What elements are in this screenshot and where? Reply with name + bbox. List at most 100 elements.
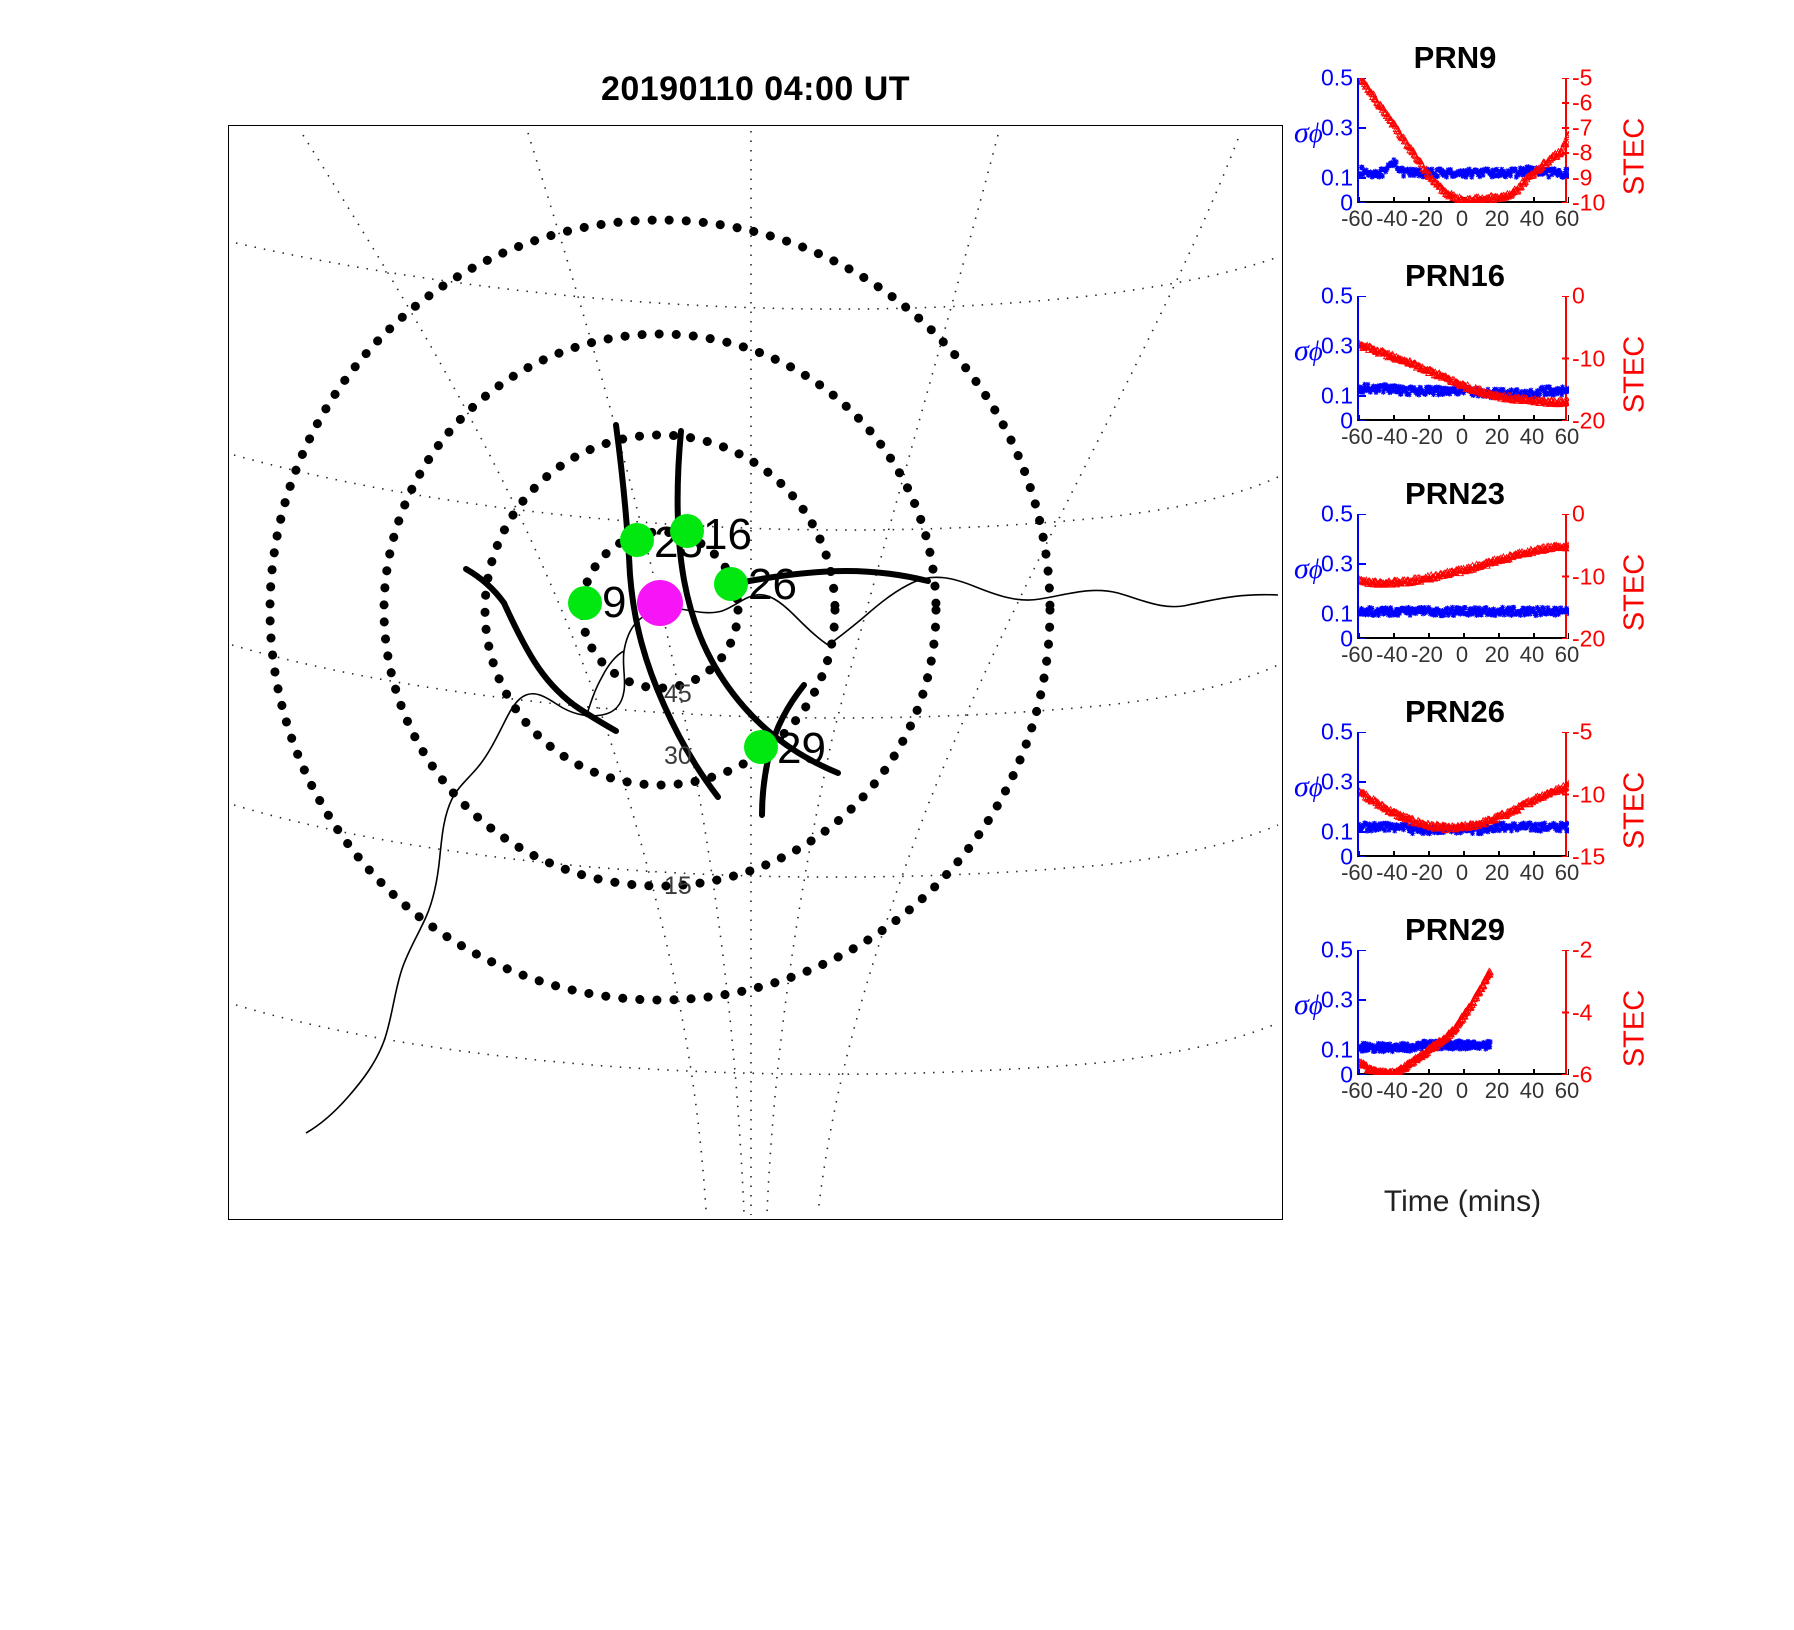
time-tick-labels: -60 -40 -20 0 20 40 60 [1341,206,1579,234]
y-tick-label: 0.5 [1321,500,1353,527]
y-tick-label: 0.1 [1321,1036,1353,1063]
y-tick-label: 0 [1340,843,1353,870]
sky-plot-panel: 45 30 15 9 23 16 26 29 [228,125,1283,1220]
x-tick-label: 40 [1519,1078,1545,1103]
y-tick-label: 0.3 [1321,550,1353,577]
sigma-phi-tick-labels: 0 0.1 0.3 0.5 [1290,937,1353,1088]
series-stec [1359,78,1569,203]
sigma-phi-axis-label: σϕ [1294,552,1323,585]
receiver-station-marker[interactable] [637,580,683,626]
y-tick-label: 0.5 [1321,64,1353,91]
y-tick-label: 0 [1340,189,1353,216]
y2-tick-label: -5 [1572,718,1593,745]
prn-plot-area[interactable] [1357,950,1569,1075]
y2-tick-label: -10 [1572,345,1606,371]
series-stec [1359,779,1569,834]
prn-panel-title: PRN26 [1405,694,1505,729]
y-tick-label: 0.3 [1321,986,1353,1013]
prn-panel-title: PRN23 [1405,476,1505,511]
elevation-ring-60 [577,527,743,693]
x-tick-label: -60 [1341,1078,1373,1103]
figure-title: 20190110 04:00 UT [600,70,911,108]
y-tick-label: 0.5 [1321,282,1353,309]
prn-series-graphics [1359,78,1569,203]
sky-plot-axes-border [228,125,1283,1220]
y2-tick-label: -5 [1572,64,1593,91]
x-tick-label: 20 [1484,860,1510,885]
y-tick-label: 0.1 [1321,818,1353,845]
series-stec [1359,339,1569,408]
y-tick-label: 0 [1340,625,1353,652]
x-tick-label: -40 [1376,424,1408,449]
prn-plot-area[interactable] [1357,732,1569,857]
satellite-marker-29[interactable] [744,730,778,764]
x-tick-label: -60 [1341,860,1373,885]
x-tick-label: 60 [1554,860,1580,885]
series-sigma_phi [1359,604,1569,619]
y2-tick-label: -20 [1572,407,1606,434]
x-tick-label: 60 [1554,206,1580,231]
sigma-phi-axis-label: σϕ [1294,116,1323,149]
series-stec [1359,540,1569,588]
sigma-phi-axis-label: σϕ [1294,770,1323,803]
satellite-marker-23[interactable] [620,523,654,557]
prn-plot-area[interactable] [1357,78,1569,203]
elevation-ring-30 [379,329,941,891]
prn-plot-area[interactable] [1357,514,1569,639]
satellite-label-16: 16 [703,510,752,559]
y2-tick-label: -7 [1572,114,1593,141]
prn-panel-title: PRN16 [1405,258,1505,293]
x-tick-label: 0 [1455,860,1469,885]
time-tick-labels: -60 -40 -20 0 20 40 60 [1341,642,1579,670]
satellite-marker-26[interactable] [714,567,748,601]
prn-series-graphics [1359,296,1569,421]
y-tick-label: 0.1 [1321,382,1353,409]
y2-tick-label: -10 [1572,563,1606,589]
x-tick-label: 0 [1455,1078,1469,1103]
satellite-marker-16[interactable] [670,514,704,548]
elevation-label-15: 15 [664,872,692,900]
y2-tick-label: 0 [1572,500,1585,527]
x-tick-label: 20 [1484,206,1510,231]
sky-plot-graphics [231,131,1279,1215]
x-tick-label: 20 [1484,1078,1510,1103]
prn-panel-prn16: PRN16 σϕ STEC 0 0.1 0.3 0.5 0 -10 -20 -60 -40 -20 0 20… [1290,258,1790,454]
satellite-label-9: 9 [602,578,627,627]
prn-series-graphics [1359,514,1569,639]
satellite-label-29: 29 [777,724,826,773]
time-tick-labels: -60 -40 -20 0 20 40 60 [1341,1078,1579,1106]
sigma-phi-axis-label: σϕ [1294,988,1323,1021]
sigma-phi-tick-labels: 0 0.1 0.3 0.5 [1290,719,1353,870]
x-tick-label: -20 [1411,206,1443,231]
series-stec [1359,967,1495,1075]
elevation-ring-15 [265,215,1055,1005]
elevation-label-30: 30 [664,742,692,770]
elevation-label-45: 45 [664,680,692,708]
y2-tick-label: 0 [1572,282,1585,309]
y2-tick-label: -4 [1572,999,1593,1025]
y-tick-label: 0 [1340,407,1353,434]
prn-panel-prn26: PRN26 σϕ STEC 0 0.1 0.3 0.5 -5 -10 -15 -60 -40 -20 0 2… [1290,694,1790,890]
prn-panel-title: PRN29 [1405,912,1505,947]
stec-tick-labels: 0 -10 -20 [1572,501,1632,652]
graticule-meridians [302,131,1239,1215]
x-tick-label: 60 [1554,1078,1580,1103]
prn-panel-title: PRN9 [1413,40,1497,75]
prn-panel-prn29: PRN29 σϕ STEC 0 0.1 0.3 0.5 -2 -4 -6 -60 -40 -20 0 20 4… [1290,912,1790,1108]
x-tick-label: -40 [1376,860,1408,885]
x-tick-label: 0 [1455,642,1469,667]
satellite-marker-9[interactable] [568,586,602,620]
x-tick-label: -20 [1411,1078,1443,1103]
y-tick-label: 0 [1340,1061,1353,1088]
prn-panel-prn23: PRN23 σϕ STEC 0 0.1 0.3 0.5 0 -10 -20 -60 -40 -20 0 20… [1290,476,1790,672]
coastline [305,576,1279,1134]
y2-tick-label: -10 [1572,781,1606,807]
x-tick-label: -20 [1411,860,1443,885]
y-tick-label: 0.5 [1321,718,1353,745]
prn-plot-area[interactable] [1357,296,1569,421]
y-tick-label: 0.3 [1321,114,1353,141]
y-tick-label: 0.1 [1321,600,1353,627]
y2-tick-label: -15 [1572,843,1606,870]
elevation-rings [265,215,1055,1005]
